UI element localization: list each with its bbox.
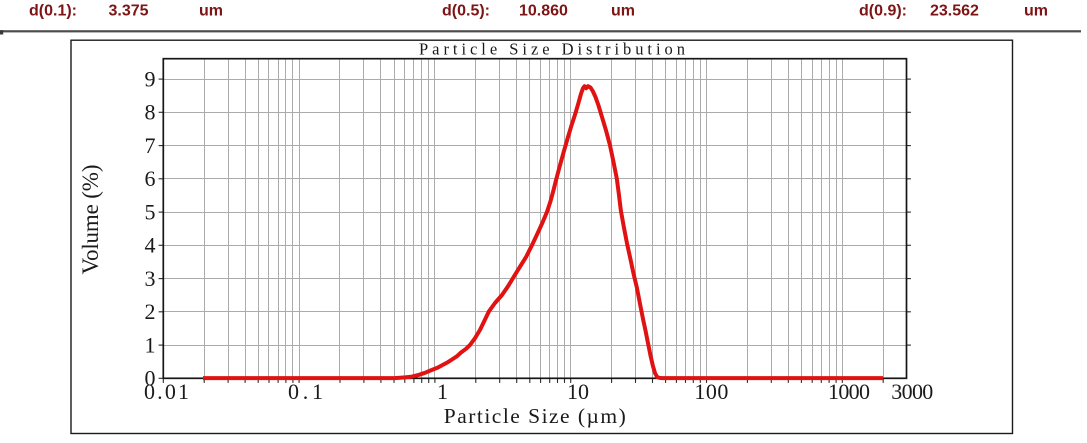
svg-text:1: 1 bbox=[145, 332, 156, 357]
svg-text:4: 4 bbox=[145, 233, 156, 258]
svg-text:3: 3 bbox=[145, 266, 156, 291]
svg-text:8: 8 bbox=[145, 100, 156, 125]
svg-text:9: 9 bbox=[145, 66, 156, 91]
svg-text:6: 6 bbox=[145, 166, 156, 191]
svg-text:Particle Size (µm): Particle Size (µm) bbox=[444, 404, 626, 428]
svg-text:um: um bbox=[199, 3, 223, 20]
svg-text:d(0.5):: d(0.5): bbox=[442, 3, 490, 20]
svg-text:100: 100 bbox=[694, 379, 728, 404]
svg-text:5: 5 bbox=[145, 199, 156, 224]
svg-text:3.375: 3.375 bbox=[109, 3, 149, 20]
svg-text:um: um bbox=[611, 3, 635, 20]
svg-text:0.01: 0.01 bbox=[144, 379, 189, 404]
svg-text:1000: 1000 bbox=[828, 379, 870, 404]
svg-text:d(0.9):: d(0.9): bbox=[859, 3, 907, 20]
svg-text:1: 1 bbox=[437, 379, 448, 404]
svg-text:d(0.1):: d(0.1): bbox=[29, 3, 77, 20]
svg-text:0: 0 bbox=[145, 366, 156, 391]
svg-text:3000: 3000 bbox=[891, 379, 933, 404]
svg-text:10: 10 bbox=[567, 379, 589, 404]
svg-text:7: 7 bbox=[145, 133, 156, 158]
svg-text:0.1: 0.1 bbox=[288, 379, 323, 404]
svg-text:Volume (%): Volume (%) bbox=[78, 165, 103, 275]
svg-text:23.562: 23.562 bbox=[930, 3, 979, 20]
svg-text:um: um bbox=[1024, 3, 1048, 20]
svg-text:10.860: 10.860 bbox=[519, 3, 568, 20]
svg-text:2: 2 bbox=[145, 299, 156, 324]
